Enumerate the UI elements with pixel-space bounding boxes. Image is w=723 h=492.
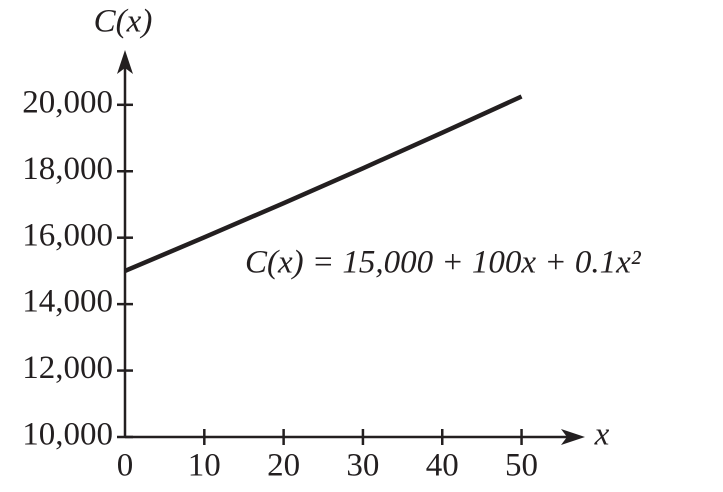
x-axis-arrow (561, 429, 585, 445)
y-tick-label: 18,000 (22, 151, 113, 187)
x-tick-label: 0 (117, 448, 134, 484)
y-tick-label: 16,000 (22, 217, 113, 253)
y-tick-label: 10,000 (22, 417, 113, 453)
y-tick-label: 20,000 (22, 84, 113, 120)
x-tick-label: 30 (346, 448, 379, 484)
y-axis-label: C(x) (94, 4, 153, 40)
x-axis-label: x (594, 417, 610, 453)
x-tick-label: 10 (188, 448, 221, 484)
y-axis-arrow (117, 50, 133, 74)
line (124, 94, 523, 273)
y-tick-label: 14,000 (22, 284, 113, 320)
x-tick-label: 50 (505, 448, 538, 484)
x-tick-label: 40 (426, 448, 459, 484)
annotation: C(x) = 15,000 + 100x + 0.1x² (245, 245, 642, 281)
x-tick-label: 20 (267, 448, 300, 484)
y-tick-label: 12,000 (22, 350, 113, 386)
